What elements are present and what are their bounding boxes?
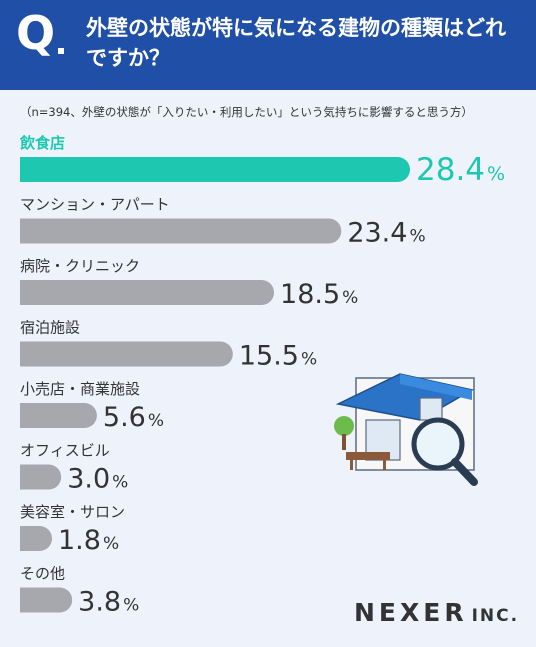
- bar: [20, 587, 73, 613]
- value-label: 15.5%: [239, 341, 317, 372]
- category-label: 病院・クリニック: [20, 257, 140, 275]
- value-label: 5.6%: [103, 402, 164, 433]
- q-mark: Q: [16, 6, 56, 60]
- bar: [20, 157, 410, 182]
- nexer-logo: NEXER INC.: [354, 598, 520, 627]
- house-magnifier-illustration: [334, 373, 478, 486]
- category-label: その他: [20, 565, 65, 583]
- bar-left-edge: [20, 280, 33, 305]
- category-label: 美容室・サロン: [20, 503, 125, 521]
- bar-left-edge: [20, 587, 33, 613]
- header-banner: Q 外壁の状態が特に気になる建物の種類はどれですか？: [0, 0, 536, 90]
- bar-left-edge: [20, 403, 33, 428]
- category-label: オフィスビル: [20, 442, 110, 460]
- category-label: 小売店・商業施設: [20, 380, 140, 398]
- q-dot: [58, 48, 64, 54]
- sample-note: （n=394、外壁の状態が「入りたい・利用したい」という気持ちに影響すると思う方…: [20, 105, 473, 119]
- bar-left-edge: [20, 157, 33, 182]
- bar-left-edge: [20, 464, 33, 490]
- bar-left-edge: [20, 526, 33, 551]
- bar: [20, 341, 233, 367]
- value-label: 3.8%: [78, 587, 139, 618]
- bar: [20, 280, 275, 305]
- value-label: 1.8%: [58, 525, 119, 556]
- value-label: 3.0%: [67, 464, 128, 495]
- category-label: 飲食店: [19, 134, 65, 152]
- bar: [20, 218, 342, 244]
- bar: [20, 403, 97, 428]
- bar-left-edge: [20, 341, 33, 367]
- question-title: 外壁の状態が特に気になる建物の種類はどれですか？: [86, 16, 506, 70]
- category-label: 宿泊施設: [20, 319, 80, 337]
- bar-left-edge: [20, 218, 33, 244]
- category-label: マンション・アパート: [20, 196, 170, 214]
- value-label: 23.4%: [347, 218, 425, 249]
- value-label: 28.4%: [416, 152, 505, 188]
- value-label: 18.5%: [280, 279, 358, 310]
